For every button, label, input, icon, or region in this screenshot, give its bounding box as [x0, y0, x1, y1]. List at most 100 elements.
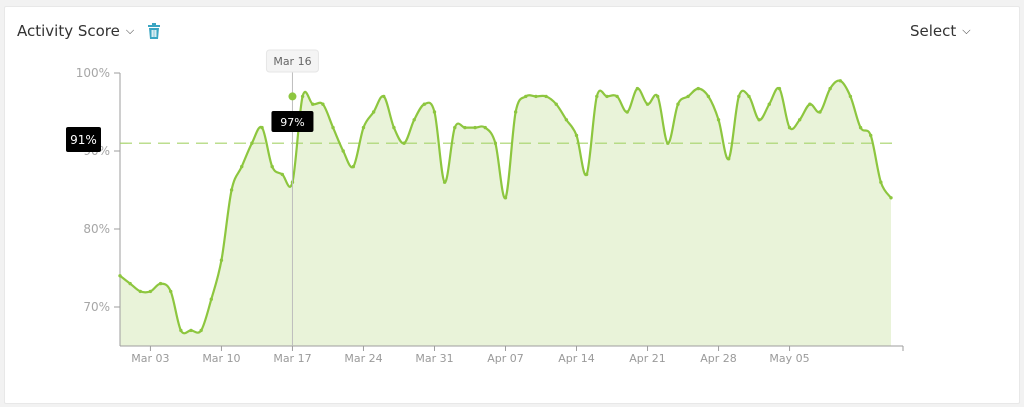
x-tick-label: Apr 14: [558, 352, 595, 365]
data-point: [270, 164, 274, 169]
data-point: [473, 125, 477, 130]
data-point: [412, 118, 416, 122]
x-tick-label: May 05: [769, 352, 809, 365]
x-tick-label: Apr 07: [487, 352, 524, 365]
y-tick-label: 100%: [76, 66, 110, 80]
chevron-down-icon: ⌵: [962, 24, 971, 37]
data-point: [595, 94, 599, 99]
data-point: [767, 102, 771, 106]
metric-dropdown[interactable]: Activity Score ⌵: [17, 22, 134, 40]
average-badge: [66, 127, 101, 152]
data-point: [179, 328, 183, 333]
chevron-down-icon: ⌵: [125, 24, 135, 37]
value-badge: [271, 111, 314, 132]
value-badge-label: 97%: [280, 116, 304, 129]
data-point: [584, 172, 589, 177]
data-point: [392, 125, 396, 130]
data-point: [229, 188, 234, 192]
data-point: [848, 94, 853, 99]
data-point: [341, 149, 345, 153]
data-point: [250, 141, 254, 145]
data-point: [818, 110, 822, 114]
data-point: [280, 172, 285, 177]
data-point: [209, 297, 214, 301]
trash-icon[interactable]: [147, 23, 161, 39]
data-point: [879, 180, 883, 184]
data-point: [219, 258, 224, 262]
data-point: [361, 125, 366, 130]
data-point: [534, 94, 538, 99]
data-point: [158, 281, 163, 286]
data-point: [453, 125, 457, 130]
data-point: [889, 196, 893, 200]
data-point: [635, 86, 640, 91]
x-tick-label: Mar 10: [202, 352, 240, 365]
data-point: [463, 125, 467, 130]
data-point: [432, 110, 437, 114]
select-dropdown[interactable]: Select ⌵: [910, 22, 971, 40]
x-tick-label: Mar 31: [415, 352, 453, 365]
x-tick-label: Apr 28: [700, 352, 737, 365]
data-point: [777, 86, 782, 91]
data-point: [747, 94, 751, 99]
average-badge-label: 91%: [70, 133, 97, 147]
data-point: [625, 110, 629, 114]
data-point: [605, 94, 609, 99]
data-point: [402, 141, 406, 145]
data-point: [331, 125, 335, 130]
data-point: [311, 102, 315, 106]
data-point: [666, 141, 670, 145]
data-point: [787, 125, 792, 130]
data-point: [797, 118, 802, 122]
data-point: [869, 133, 873, 138]
date-tooltip: [265, 49, 319, 73]
data-point: [240, 164, 244, 169]
data-point: [757, 118, 761, 122]
data-point: [493, 141, 498, 145]
metric-label: Activity Score: [17, 22, 120, 40]
data-point: [737, 94, 741, 99]
date-tooltip-label: Mar 16: [273, 55, 311, 68]
data-point: [726, 157, 731, 161]
data-point: [645, 102, 650, 106]
select-label: Select: [910, 22, 957, 40]
data-point: [300, 94, 305, 99]
area-fill: [120, 80, 891, 347]
data-point: [371, 110, 376, 114]
y-tick-label: 70%: [83, 300, 110, 314]
data-point: [858, 125, 863, 130]
data-point: [655, 94, 660, 99]
data-point: [716, 118, 721, 122]
data-point: [382, 94, 386, 99]
data-point: [706, 94, 711, 99]
data-point: [128, 281, 132, 286]
highlight-point: [288, 92, 297, 101]
data-point: [483, 125, 487, 130]
x-tick-label: Mar 03: [131, 352, 169, 365]
data-point: [564, 118, 569, 122]
y-tick-label: 80%: [83, 222, 110, 236]
x-tick-label: Apr 21: [629, 352, 666, 365]
data-point: [148, 289, 153, 294]
data-point: [321, 102, 325, 106]
data-point: [544, 94, 548, 99]
data-point: [503, 196, 508, 200]
data-point: [838, 79, 842, 83]
data-point: [442, 180, 447, 184]
data-point: [169, 289, 173, 294]
data-point: [615, 94, 619, 99]
data-point: [422, 102, 427, 106]
x-tick-label: Mar 17: [273, 352, 311, 365]
data-point: [199, 328, 203, 333]
data-point: [808, 102, 812, 106]
data-point: [189, 328, 193, 333]
x-tick-label: Mar 24: [344, 352, 382, 365]
data-point: [118, 274, 122, 278]
data-point: [351, 164, 356, 169]
data-point: [260, 125, 264, 130]
data-point: [554, 102, 558, 106]
data-point: [513, 110, 518, 114]
data-point: [524, 94, 528, 99]
data-point: [574, 133, 579, 138]
